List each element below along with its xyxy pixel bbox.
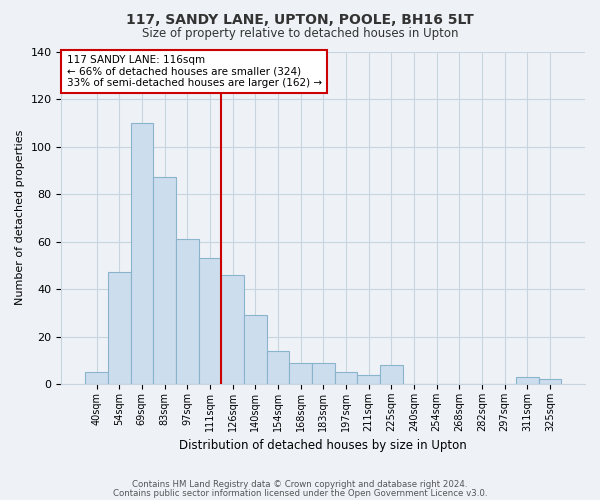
Bar	[108, 272, 131, 384]
Bar	[516, 377, 539, 384]
Text: Contains public sector information licensed under the Open Government Licence v3: Contains public sector information licen…	[113, 488, 487, 498]
Bar	[266, 351, 289, 384]
Text: Size of property relative to detached houses in Upton: Size of property relative to detached ho…	[142, 28, 458, 40]
Bar	[131, 123, 153, 384]
Bar	[357, 374, 380, 384]
Text: 117, SANDY LANE, UPTON, POOLE, BH16 5LT: 117, SANDY LANE, UPTON, POOLE, BH16 5LT	[126, 12, 474, 26]
Bar	[539, 380, 561, 384]
Bar	[176, 239, 199, 384]
Bar	[199, 258, 221, 384]
Bar	[289, 362, 312, 384]
Bar	[380, 365, 403, 384]
Bar	[85, 372, 108, 384]
Bar	[221, 275, 244, 384]
Bar	[335, 372, 357, 384]
Text: Contains HM Land Registry data © Crown copyright and database right 2024.: Contains HM Land Registry data © Crown c…	[132, 480, 468, 489]
Bar	[244, 315, 266, 384]
Bar	[312, 362, 335, 384]
Text: 117 SANDY LANE: 116sqm
← 66% of detached houses are smaller (324)
33% of semi-de: 117 SANDY LANE: 116sqm ← 66% of detached…	[67, 55, 322, 88]
Y-axis label: Number of detached properties: Number of detached properties	[15, 130, 25, 306]
X-axis label: Distribution of detached houses by size in Upton: Distribution of detached houses by size …	[179, 440, 467, 452]
Bar	[153, 178, 176, 384]
